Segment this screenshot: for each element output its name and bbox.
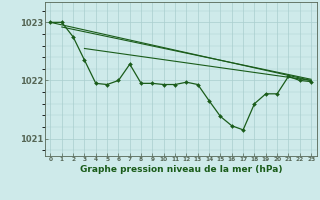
X-axis label: Graphe pression niveau de la mer (hPa): Graphe pression niveau de la mer (hPa) xyxy=(80,165,282,174)
